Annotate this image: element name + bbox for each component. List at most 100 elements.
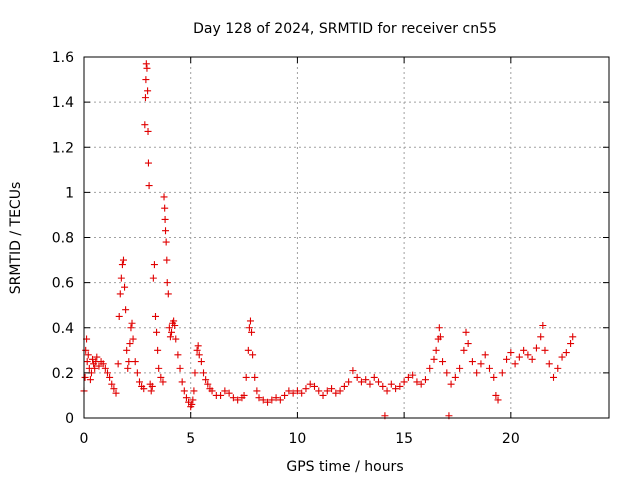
data-point bbox=[135, 378, 143, 386]
data-point bbox=[127, 324, 135, 332]
data-point bbox=[165, 324, 173, 332]
data-point bbox=[332, 389, 340, 397]
data-point bbox=[554, 364, 562, 372]
data-point bbox=[180, 387, 188, 395]
data-point bbox=[163, 279, 171, 287]
data-point bbox=[498, 369, 506, 377]
data-point bbox=[153, 328, 161, 336]
data-point bbox=[255, 394, 263, 402]
data-point bbox=[166, 333, 174, 341]
data-point bbox=[400, 378, 408, 386]
data-point bbox=[435, 324, 443, 332]
data-point bbox=[302, 385, 310, 393]
x-tick-labels: 0 5 10 15 20 bbox=[80, 431, 520, 447]
data-point bbox=[515, 353, 523, 361]
data-point bbox=[202, 376, 210, 384]
data-point bbox=[528, 355, 536, 363]
data-point bbox=[147, 387, 155, 395]
data-point bbox=[268, 396, 276, 404]
data-point bbox=[83, 358, 91, 366]
data-point bbox=[567, 340, 575, 348]
data-point bbox=[537, 333, 545, 341]
data-point bbox=[477, 360, 485, 368]
data-point bbox=[140, 385, 148, 393]
data-point bbox=[208, 387, 216, 395]
data-point bbox=[436, 333, 444, 341]
data-point bbox=[456, 364, 464, 372]
data-point bbox=[370, 373, 378, 381]
data-point bbox=[143, 64, 151, 72]
data-point bbox=[168, 328, 175, 336]
data-point bbox=[86, 376, 94, 384]
x-tick-label: 10 bbox=[289, 431, 307, 447]
data-point bbox=[462, 328, 470, 336]
data-point bbox=[190, 387, 198, 395]
data-point bbox=[141, 94, 149, 102]
data-point bbox=[481, 351, 489, 359]
data-point bbox=[264, 398, 272, 406]
x-tick-label: 5 bbox=[186, 431, 195, 447]
data-point bbox=[141, 121, 149, 129]
data-point bbox=[195, 351, 203, 359]
data-point bbox=[507, 349, 515, 357]
data-point bbox=[375, 378, 383, 386]
data-point bbox=[323, 387, 331, 395]
axis-ticks bbox=[83, 56, 609, 419]
data-point bbox=[204, 380, 212, 388]
data-point bbox=[229, 394, 237, 402]
data-point bbox=[532, 344, 540, 352]
data-point bbox=[490, 373, 498, 381]
data-point bbox=[114, 360, 122, 368]
y-tick-label: 0.2 bbox=[52, 366, 74, 382]
data-point bbox=[217, 391, 225, 399]
data-point bbox=[155, 364, 163, 372]
data-point bbox=[492, 391, 500, 399]
data-point bbox=[176, 364, 184, 372]
data-point bbox=[539, 321, 547, 329]
data-point bbox=[281, 391, 289, 399]
data-point bbox=[315, 387, 323, 395]
data-point bbox=[126, 340, 134, 348]
data-point bbox=[494, 396, 502, 404]
y-tick-label: 0.8 bbox=[52, 231, 74, 247]
data-point bbox=[129, 335, 137, 343]
data-point bbox=[336, 387, 344, 395]
data-point bbox=[119, 256, 127, 264]
data-point bbox=[524, 351, 532, 359]
data-point bbox=[249, 351, 257, 359]
data-point bbox=[133, 369, 141, 377]
data-point bbox=[108, 380, 116, 388]
data-point bbox=[164, 290, 172, 298]
data-point bbox=[123, 346, 131, 354]
data-point bbox=[468, 358, 476, 366]
data-point bbox=[145, 182, 153, 190]
data-point bbox=[81, 373, 89, 381]
data-point bbox=[234, 396, 242, 404]
data-point bbox=[443, 369, 451, 377]
data-point bbox=[149, 274, 157, 282]
data-point bbox=[562, 349, 570, 357]
data-point bbox=[131, 358, 139, 366]
y-tick-label: 1.2 bbox=[52, 140, 74, 156]
data-point bbox=[285, 387, 293, 395]
data-point bbox=[240, 391, 248, 399]
data-point bbox=[430, 355, 438, 363]
data-point bbox=[112, 389, 120, 397]
data-point bbox=[99, 360, 107, 368]
x-axis-label: GPS time / hours bbox=[286, 459, 403, 475]
y-tick-label: 0.6 bbox=[52, 276, 74, 292]
data-point bbox=[550, 373, 558, 381]
data-point bbox=[569, 333, 577, 341]
data-point bbox=[197, 358, 205, 366]
data-point bbox=[101, 364, 109, 372]
x-tick-label: 0 bbox=[80, 431, 89, 447]
data-point bbox=[160, 193, 168, 201]
data-point bbox=[383, 387, 391, 395]
data-point bbox=[93, 353, 101, 361]
data-point bbox=[242, 373, 250, 381]
data-point bbox=[340, 382, 348, 390]
data-point bbox=[225, 389, 233, 397]
y-tick-label: 1 bbox=[65, 185, 74, 201]
data-point bbox=[485, 364, 493, 372]
data-point bbox=[84, 351, 92, 359]
